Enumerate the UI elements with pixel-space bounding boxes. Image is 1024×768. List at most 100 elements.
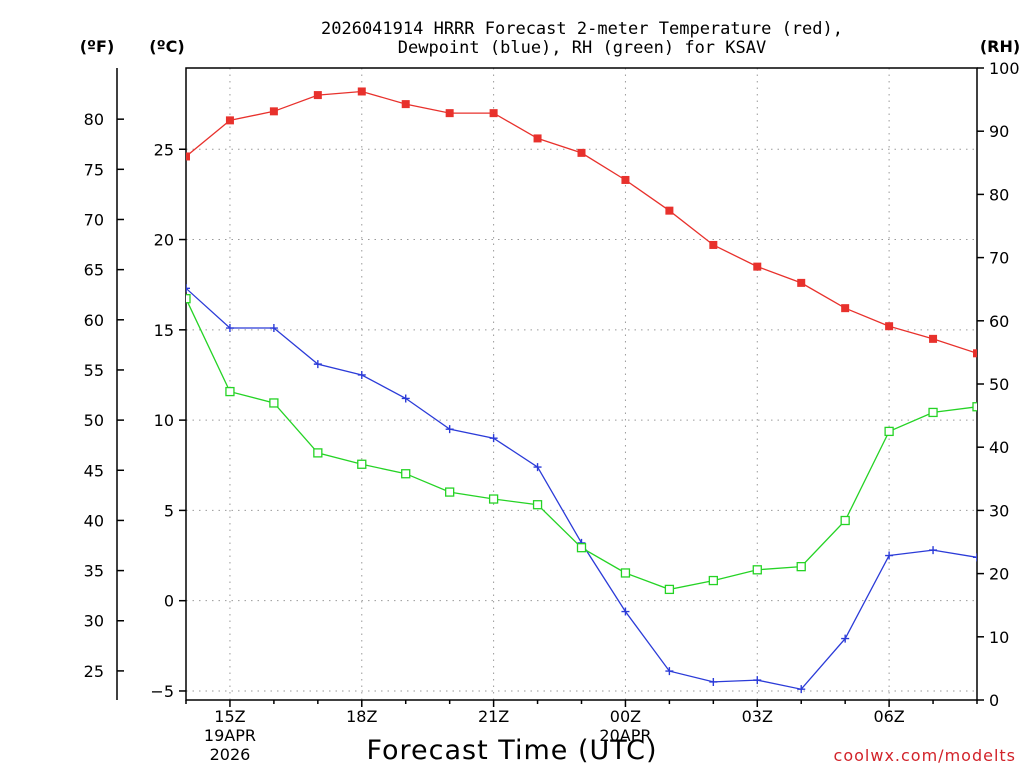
rh-tick-label: 20 (989, 565, 1009, 584)
celsius-tick-label: 10 (154, 411, 174, 430)
relative-humidity-point (928, 407, 938, 418)
x-tick-label: 21Z (478, 707, 509, 726)
dewpoint-point (753, 676, 762, 685)
2-meter-temperature-point (225, 116, 234, 125)
fahrenheit-tick-label: 60 (84, 311, 104, 330)
fahrenheit-tick-label: 80 (84, 110, 104, 129)
dewpoint-point (973, 553, 977, 562)
relative-humidity-point (708, 575, 718, 586)
2-meter-temperature-point (577, 148, 586, 157)
fahrenheit-tick-label: 30 (84, 612, 104, 631)
2-meter-temperature-point (489, 109, 498, 118)
dewpoint-point (225, 324, 234, 333)
2-meter-temperature-point (313, 91, 322, 100)
relative-humidity-point (972, 402, 977, 412)
2-meter-temperature-point (797, 278, 806, 287)
grid-layer (186, 68, 977, 700)
relative-humidity-point (488, 494, 499, 504)
relative-humidity-point (401, 469, 411, 479)
dewpoint-point (929, 546, 938, 555)
dewpoint-point (269, 324, 278, 333)
dewpoint-point (313, 360, 322, 369)
2-meter-temperature-point (357, 87, 366, 96)
celsius-tick-label: 0 (164, 592, 174, 611)
relative-humidity-point (664, 584, 675, 595)
x-axis-title: Forecast Time (UTC) (366, 735, 657, 766)
dewpoint-point (401, 394, 410, 403)
relative-humidity-point (357, 459, 367, 469)
celsius-tick-label: 5 (164, 501, 174, 520)
fahrenheit-tick-label: 75 (84, 160, 104, 179)
x-tick-date-label: 20APR (599, 726, 651, 745)
x-tick-label: 18Z (346, 707, 377, 726)
fahrenheit-tick-label: 25 (84, 662, 104, 681)
x-tick-date-label: 19APR (204, 726, 256, 745)
2-meter-temperature-line (186, 90, 977, 354)
rh-tick-label: 70 (989, 249, 1009, 268)
dewpoint-point (186, 284, 190, 293)
plot-frame (185, 67, 978, 701)
relative-humidity-point (752, 565, 762, 575)
relative-humidity-point (884, 426, 894, 437)
fahrenheit-tick-label: 35 (84, 562, 104, 581)
axes-layer (116, 67, 978, 701)
chart-title-line-2: Dewpoint (blue), RH (green) for KSAV (398, 38, 766, 58)
celsius-unit-label: (ºC) (149, 37, 184, 56)
rh-tick-label: 100 (989, 59, 1020, 78)
fahrenheit-tick-label: 40 (84, 511, 104, 530)
rh-unit-label: (RH) (980, 37, 1020, 56)
dewpoint-point (533, 463, 542, 472)
rh-tick-label: 60 (989, 312, 1009, 331)
2-meter-temperature-point (621, 175, 630, 184)
celsius-tick-label: 25 (154, 140, 174, 159)
2-meter-temperature-point (401, 100, 410, 109)
x-tick-label: 15Z (214, 707, 245, 726)
rh-tick-label: 0 (989, 691, 999, 710)
x-tick-year-label: 2026 (210, 745, 251, 764)
relative-humidity-point (313, 448, 323, 458)
rh-tick-label: 40 (989, 438, 1009, 457)
celsius-tick-label: 20 (154, 231, 174, 250)
x-tick-label: 00Z (610, 707, 641, 726)
dewpoint-point (445, 425, 454, 434)
relative-humidity-point (620, 568, 631, 578)
2-meter-temperature-point (445, 109, 454, 118)
relative-humidity-point (225, 386, 235, 397)
dewpoint-point (797, 685, 806, 694)
dewpoint-point (357, 370, 366, 379)
chart-title-line-1: 2026041914 HRRR Forecast 2-meter Tempera… (321, 19, 843, 39)
2-meter-temperature-point (186, 152, 190, 161)
celsius-tick-label: −5 (150, 682, 174, 701)
dewpoint-point (709, 677, 718, 686)
x-tick-label: 06Z (873, 707, 904, 726)
relative-humidity-point (840, 515, 850, 526)
credit-text: coolwx.com/modelts (834, 746, 1016, 765)
rh-tick-label: 50 (989, 375, 1009, 394)
fahrenheit-tick-label: 70 (84, 210, 104, 229)
2-meter-temperature-point (973, 349, 977, 358)
rh-tick-label: 30 (989, 501, 1009, 520)
rh-tick-label: 80 (989, 185, 1009, 204)
2-meter-temperature-point (841, 304, 850, 313)
fahrenheit-unit-label: (ºF) (80, 37, 115, 56)
2-meter-temperature-point (753, 262, 762, 271)
relative-humidity-point (576, 543, 587, 553)
2-meter-temperature-point (269, 107, 278, 116)
rh-tick-label: 90 (989, 122, 1009, 141)
fahrenheit-tick-label: 55 (84, 361, 104, 380)
fahrenheit-tick-label: 45 (84, 461, 104, 480)
series-layer (186, 87, 977, 694)
dewpoint-point (841, 634, 850, 643)
2-meter-temperature-point (533, 134, 542, 143)
dewpoint-point (665, 667, 674, 676)
relative-humidity-point (796, 561, 806, 572)
2-meter-temperature-point (665, 206, 674, 215)
fahrenheit-tick-label: 65 (84, 261, 104, 280)
2-meter-temperature-point (929, 334, 938, 343)
celsius-tick-label: 15 (154, 321, 174, 340)
relative-humidity-point (532, 500, 543, 510)
ticks-layer: −5 0 5 10 15 20 25 25 30 35 40 45 50 55 60 65 70 75 80 0 10 2… (84, 59, 1020, 764)
relative-humidity-point (186, 294, 191, 304)
relative-humidity-point (445, 487, 455, 497)
